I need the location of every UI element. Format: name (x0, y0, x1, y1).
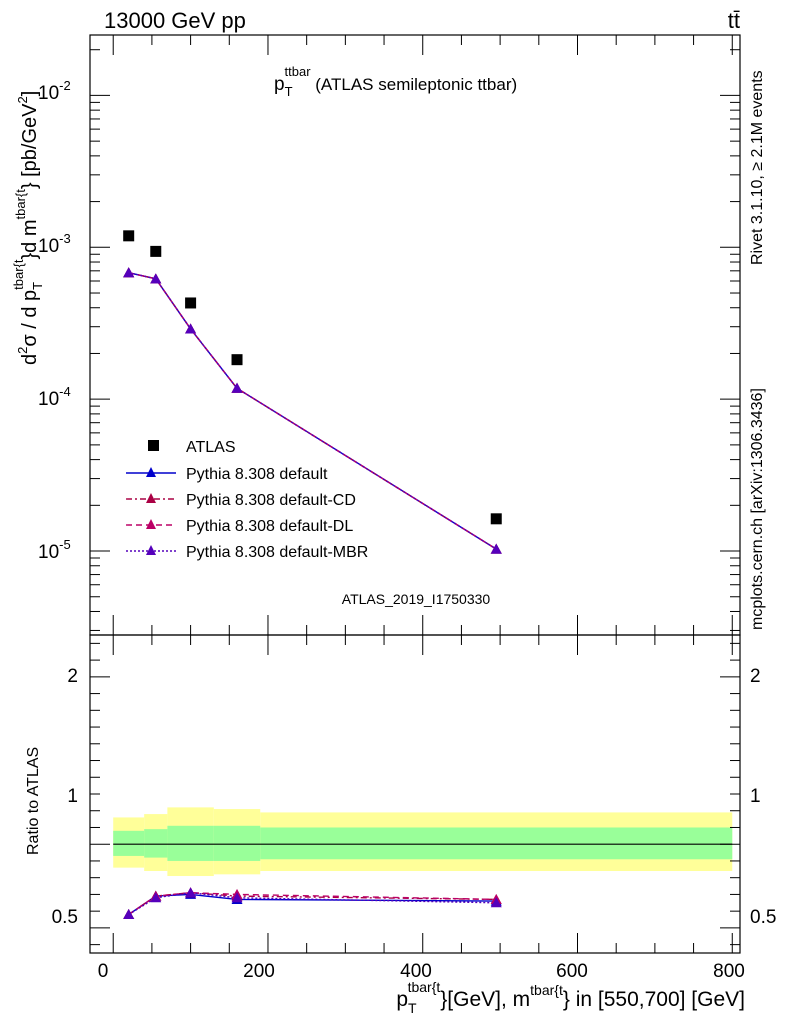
mcplots-label: mcplots.cern.ch [arXiv:1306.3436] (749, 388, 766, 630)
ytick-label-1e-2: 10-2 (38, 78, 71, 104)
legend-label-dl: Pythia 8.308 default-DL (186, 518, 353, 535)
main-ticks (90, 35, 740, 635)
legend-marker-default (146, 467, 156, 477)
legend-label-atlas: ATLAS (186, 439, 236, 456)
xtick-label-0: 0 (98, 961, 109, 982)
ratio-ytick-label-0.5-right: 0.5 (750, 907, 776, 928)
ratio-xtick-labels: 0 200 400 600 800 (98, 961, 745, 982)
ratio-ytick-label-2: 2 (67, 666, 78, 687)
ratio-ytick-labels-right: 2 1 0.5 (750, 666, 776, 928)
ratio-ytick-labels-left: 2 1 0.5 (52, 666, 78, 928)
legend-label-default: Pythia 8.308 default (186, 466, 328, 483)
xtick-label-400: 400 (400, 961, 432, 982)
title-rest: (ATLAS semileptonic ttbar) (311, 75, 518, 94)
ratio-ticks (90, 635, 740, 953)
title-sub-t: T (285, 84, 293, 99)
ratio-line-dl (128, 891, 497, 916)
series-point-mbr (123, 267, 135, 278)
atlas-data-point (490, 513, 502, 525)
ratio-plot-content (113, 807, 733, 920)
ratio-point-mbr (490, 897, 502, 908)
legend-marker-dl (146, 519, 156, 529)
uncertainty-band-inner (144, 829, 168, 858)
ratio-point-mbr (231, 892, 243, 903)
ratio-point-mbr (150, 892, 162, 903)
ratio-panel: 2 1 0.5 2 1 0.5 Ratio to ATLAS 0 200 400… (25, 634, 776, 1016)
series-point-mbr (231, 382, 243, 393)
ratio-point-mbr (185, 887, 197, 898)
legend-label-cd: Pythia 8.308 default-CD (186, 492, 356, 509)
main-panel: pTttbar (ATLAS semileptonic ttbar) 10-2 … (11, 34, 741, 636)
uncertainty-band-inner (260, 827, 733, 860)
ytick-label-1e-4: 10-4 (38, 384, 71, 410)
ytick-label-1e-5: 10-5 (38, 537, 71, 563)
process-label: tt̄ (728, 8, 740, 33)
main-ylabel: d2σ / d pTtbar{t}d mtbar{t} [pb/GeV2] (11, 91, 45, 365)
xtick-label-600: 600 (556, 961, 588, 982)
ratio-plot-frame (89, 634, 741, 954)
uncertainty-band-inner (167, 825, 214, 861)
rivet-version-label: Rivet 3.1.10, ≥ 2.1M events (749, 70, 766, 265)
ytick-label-1e-3: 10-3 (38, 231, 71, 257)
series-point-mbr (490, 543, 502, 554)
ratio-ytick-label-1-right: 1 (750, 786, 761, 807)
ratio-ytick-label-2-right: 2 (750, 666, 761, 687)
legend-marker-mbr (146, 545, 156, 555)
title-p: p (274, 74, 285, 95)
legend-marker-cd (146, 493, 156, 503)
atlas-data-point (185, 297, 197, 309)
xtick-label-800: 800 (713, 961, 745, 982)
xlabel: pTtbar{t}[GeV], mtbar{t} in [550,700] [G… (396, 979, 745, 1016)
atlas-data-point (123, 230, 135, 242)
ratio-point-mbr (123, 909, 135, 920)
ratio-ytick-label-1: 1 (67, 786, 78, 807)
uncertainty-band-inner (113, 830, 145, 856)
ratio-ylabel: Ratio to ATLAS (25, 747, 42, 855)
legend-marker-atlas (148, 440, 159, 451)
energy-label: 13000 GeV pp (104, 8, 246, 33)
xtick-label-200: 200 (243, 961, 275, 982)
atlas-data-point (150, 245, 162, 257)
ratio-line-default (128, 893, 497, 916)
main-ytick-labels: 10-2 10-3 10-4 10-5 (38, 78, 71, 563)
title-sup: ttbar (285, 64, 312, 79)
main-title: pTttbar (ATLAS semileptonic ttbar) (274, 64, 517, 99)
analysis-watermark: ATLAS_2019_I1750330 (342, 591, 491, 607)
legend-label-mbr: Pythia 8.308 default-MBR (186, 544, 368, 561)
uncertainty-band-inner (213, 825, 261, 861)
ratio-line-mbr (128, 891, 497, 916)
main-plot-content (123, 230, 502, 554)
atlas-data-point (231, 354, 243, 366)
series-point-mbr (150, 273, 162, 284)
series-point-mbr (185, 323, 197, 334)
ratio-line-cd (128, 891, 497, 916)
ratio-ytick-label-0.5: 0.5 (52, 907, 78, 928)
legend: ATLAS Pythia 8.308 default Pythia 8.308 … (126, 439, 368, 561)
